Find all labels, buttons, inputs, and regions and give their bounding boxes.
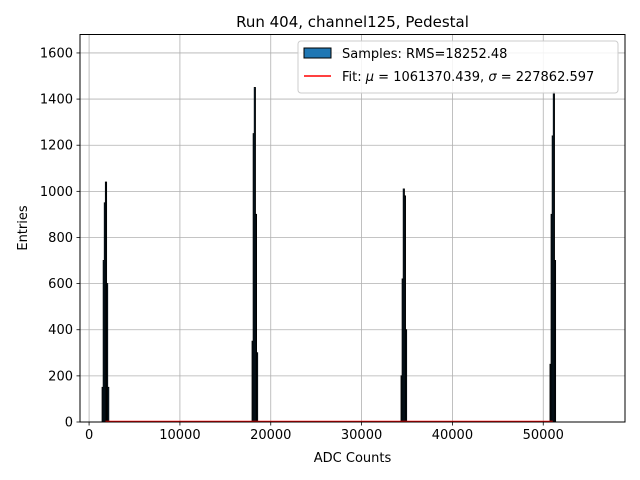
legend-fit-sigma-value: = 227862.597 xyxy=(497,70,595,85)
x-tick-label: 0 xyxy=(85,428,93,443)
x-tick-label: 10000 xyxy=(159,428,200,443)
legend-fit-mu-symbol: μ xyxy=(365,70,374,85)
legend-fit-mu-value: = 1061370.439, xyxy=(374,70,488,85)
x-axis-title: ADC Counts xyxy=(314,451,392,466)
y-tick-label: 1400 xyxy=(40,93,73,108)
x-tick-label: 40000 xyxy=(432,428,473,443)
legend-box xyxy=(297,40,619,94)
y-tick-label: 800 xyxy=(48,231,73,246)
legend-fit-label: Fit: μ = 1061370.439, σ = 227862.597 xyxy=(342,70,594,85)
legend-samples-swatch xyxy=(303,47,332,59)
histogram-bar xyxy=(404,329,408,423)
y-tick-label: 200 xyxy=(48,369,73,384)
y-tick-label: 600 xyxy=(48,277,73,292)
y-axis-title: Entries xyxy=(16,205,31,251)
y-tick-label: 400 xyxy=(48,323,73,338)
x-tick-label: 30000 xyxy=(341,428,382,443)
y-tick-label: 1200 xyxy=(40,139,73,154)
plot-frame xyxy=(79,34,626,423)
histogram-bar xyxy=(107,386,110,423)
y-tick-label: 0 xyxy=(65,416,73,431)
tick-layer: 0 10000 20000 30000 40000 50000 0 200 400 600 800 1… xyxy=(40,46,564,443)
legend-samples-label: Samples: RMS=18252.48 xyxy=(342,47,507,62)
y-tick-label: 1600 xyxy=(40,46,73,61)
x-tick-label: 20000 xyxy=(250,428,291,443)
legend: Samples: RMS=18252.48 Fit: μ = 1061370.4… xyxy=(297,40,619,94)
x-tick-label: 50000 xyxy=(523,428,564,443)
legend-fit-prefix: Fit: xyxy=(342,70,366,85)
chart-title: Run 404, channel125, Pedestal xyxy=(236,13,469,31)
histogram-bar xyxy=(256,352,259,423)
histogram-bar xyxy=(553,260,557,423)
y-tick-label: 1000 xyxy=(40,185,73,200)
legend-fit-sigma-symbol: σ xyxy=(488,70,497,85)
